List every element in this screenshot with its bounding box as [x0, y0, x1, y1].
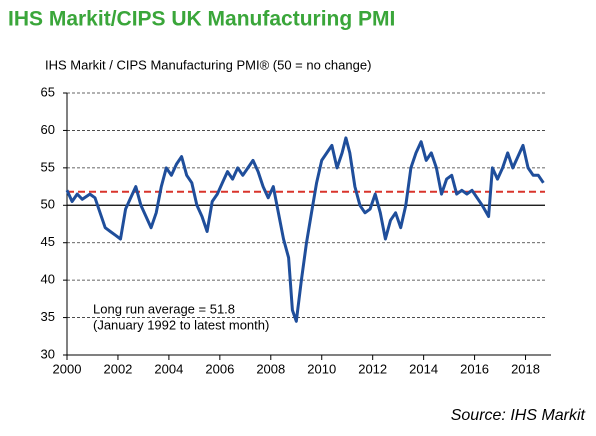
y-tick-label: 50: [41, 197, 55, 212]
x-tick-label: 2016: [460, 361, 489, 376]
x-tick-label: 2018: [511, 361, 540, 376]
x-tick-label: 2014: [409, 361, 438, 376]
x-tick-label: 2010: [307, 361, 336, 376]
y-tick-label: 65: [41, 84, 55, 99]
x-tick-label: 2008: [256, 361, 285, 376]
chart-subtitle: IHS Markit / CIPS Manufacturing PMI® (50…: [45, 57, 371, 72]
x-tick-label: 2006: [205, 361, 234, 376]
x-tick-label: 2000: [53, 361, 82, 376]
y-tick-label: 30: [41, 346, 55, 361]
annotation: (January 1992 to latest month): [93, 317, 269, 332]
series-line: [65, 136, 545, 323]
y-tick-label: 40: [41, 272, 55, 287]
y-tick-label: 45: [41, 234, 55, 249]
annotation: Long run average = 51.8: [93, 301, 235, 316]
y-tick-label: 35: [41, 309, 55, 324]
x-tick-label: 2002: [103, 361, 132, 376]
x-tick-label: 2004: [154, 361, 183, 376]
x-tick-label: 2012: [358, 361, 387, 376]
y-tick-label: 55: [41, 159, 55, 174]
y-tick-label: 60: [41, 122, 55, 137]
chart-title: IHS Markit/CIPS UK Manufacturing PMI: [8, 8, 395, 31]
source: Source: IHS Markit: [451, 407, 586, 424]
